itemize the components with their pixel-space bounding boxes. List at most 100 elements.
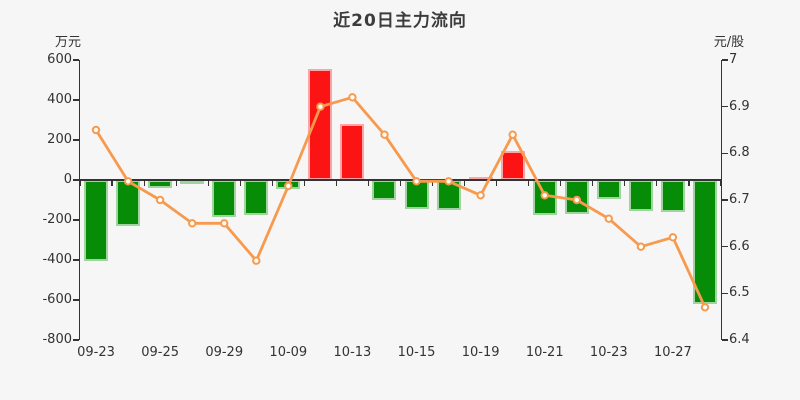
price-marker — [668, 233, 678, 242]
left-axis-tick-label: 400 — [47, 92, 72, 107]
flow-bar — [244, 180, 269, 215]
zero-line — [80, 179, 721, 181]
x-axis-tick — [207, 180, 209, 186]
x-axis-label: 10-09 — [269, 345, 308, 360]
flow-bar — [84, 180, 109, 261]
price-marker — [188, 219, 197, 228]
left-axis-tick — [73, 59, 79, 61]
flow-bar — [340, 124, 365, 180]
x-axis-tick — [688, 180, 690, 186]
x-axis-label: 10-27 — [654, 345, 692, 360]
left-axis-unit: 万元 — [54, 35, 81, 50]
flow-bar — [372, 180, 397, 200]
flow-bar — [180, 180, 205, 184]
price-line — [94, 95, 707, 308]
right-axis-tick — [722, 152, 728, 155]
right-axis-tick-label: 6.6 — [729, 238, 750, 254]
flow-bar — [212, 180, 237, 217]
left-axis-tick — [73, 219, 79, 221]
right-axis-unit: 元/股 — [713, 35, 745, 50]
left-axis-tick — [73, 139, 79, 141]
x-axis-tick — [239, 180, 241, 186]
x-axis-tick — [528, 180, 530, 186]
x-axis-tick — [303, 180, 305, 186]
right-axis-tick-label: 6.4 — [729, 332, 750, 347]
price-marker — [380, 130, 389, 139]
price-marker — [476, 191, 485, 200]
x-axis-tick — [399, 180, 402, 186]
flow-bar — [500, 151, 525, 180]
price-marker — [155, 195, 165, 205]
left-axis-tick — [73, 99, 79, 101]
x-axis-tick — [496, 180, 498, 186]
price-marker — [572, 195, 581, 205]
x-axis-tick — [143, 180, 145, 186]
left-axis-tick — [73, 299, 79, 301]
right-axis-tick — [722, 199, 728, 201]
price-marker — [91, 125, 101, 135]
flow-bar — [148, 180, 173, 188]
left-axis-tick — [73, 259, 79, 261]
right-axis-tick-label: 6.5 — [729, 285, 750, 301]
x-axis-tick — [271, 180, 273, 186]
right-axis-tick-label: 7 — [729, 52, 738, 67]
x-axis-label: 10-21 — [525, 345, 564, 360]
x-axis-tick — [720, 180, 722, 186]
right-axis-tick-label: 6.7 — [729, 192, 750, 207]
x-axis-tick — [656, 180, 658, 186]
flow-bar — [660, 180, 685, 212]
price-marker — [540, 191, 549, 200]
left-axis-tick — [73, 339, 79, 341]
right-axis-tick — [722, 339, 728, 341]
x-axis-label: 10-13 — [333, 345, 372, 360]
x-axis-tick — [111, 180, 113, 186]
price-marker — [604, 214, 613, 223]
price-marker — [220, 219, 229, 228]
left-axis-tick-label: -800 — [42, 332, 72, 347]
x-axis-label: 10-15 — [397, 345, 436, 360]
x-axis-tick — [624, 180, 626, 186]
price-marker — [636, 242, 646, 251]
right-axis-tick-label: 6.8 — [729, 145, 750, 161]
price-marker — [123, 177, 133, 186]
left-axis-tick-label: -400 — [42, 252, 72, 267]
right-axis-tick — [722, 292, 728, 295]
x-axis-tick — [79, 180, 81, 186]
right-axis-tick — [722, 105, 728, 108]
x-axis-label: 10-19 — [461, 345, 500, 360]
x-axis-tick — [431, 180, 434, 186]
price-marker — [252, 256, 261, 265]
left-axis-tick-label: -600 — [42, 292, 72, 307]
left-axis-tick-label: 0 — [63, 172, 72, 187]
left-axis-tick-label: 200 — [47, 132, 72, 147]
flow-bar — [692, 180, 717, 304]
left-axis-tick-label: 600 — [47, 52, 72, 67]
x-axis-tick — [367, 180, 370, 186]
price-marker — [700, 303, 710, 312]
x-axis-tick — [464, 180, 466, 186]
price-marker — [316, 102, 325, 111]
x-axis-tick — [175, 180, 177, 186]
x-axis-label: 09-23 — [77, 345, 115, 360]
x-axis-label: 10-23 — [589, 345, 628, 360]
price-marker — [284, 181, 293, 191]
right-axis-tick-label: 6.9 — [729, 98, 750, 114]
right-axis-tick — [722, 245, 728, 248]
price-marker — [508, 130, 517, 139]
flow-bar — [596, 180, 621, 199]
left-axis-tick-label: -200 — [42, 212, 72, 227]
x-axis-tick — [560, 180, 562, 186]
x-axis-label: 09-29 — [205, 345, 244, 360]
price-marker — [412, 177, 421, 186]
price-marker — [348, 93, 357, 102]
left-axis-line — [79, 60, 81, 340]
x-axis-tick — [592, 180, 594, 186]
right-axis-tick — [722, 59, 728, 61]
x-axis-label: 09-25 — [141, 345, 180, 360]
price-marker — [444, 177, 453, 186]
x-axis-tick — [335, 180, 337, 186]
left-axis-tick — [73, 179, 79, 181]
flow-bar — [628, 180, 653, 211]
